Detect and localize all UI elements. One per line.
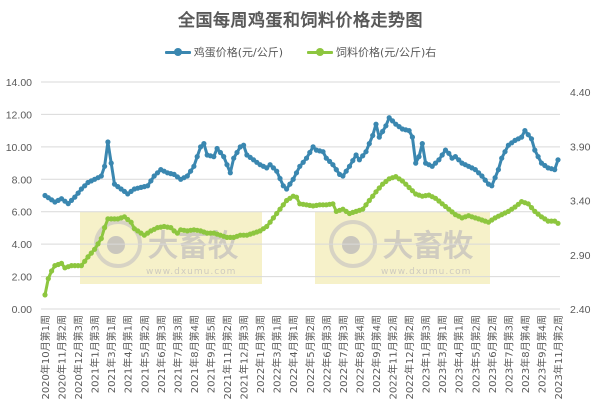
- svg-text:2021年7月第3周: 2021年7月第3周: [171, 315, 184, 393]
- svg-text:2022年12月第2周: 2022年12月第2周: [403, 315, 416, 400]
- svg-text:2022年7月第3周: 2022年7月第3周: [337, 315, 350, 393]
- svg-text:2023年9月第4周: 2023年9月第4周: [535, 315, 548, 393]
- svg-text:4.40: 4.40: [570, 87, 591, 99]
- svg-text:2021年6月第3周: 2021年6月第3周: [155, 315, 168, 393]
- svg-text:0.00: 0.00: [12, 304, 33, 316]
- svg-text:2.40: 2.40: [570, 304, 591, 316]
- svg-text:2022年8月第4周: 2022年8月第4周: [353, 315, 366, 393]
- feed-series-marker-icon: [307, 47, 333, 57]
- svg-text:10.00: 10.00: [6, 142, 32, 154]
- svg-text:2022年1月第3周: 2022年1月第3周: [254, 315, 267, 393]
- x-axis: 2020年10月第1周 2020年11月第2周 2020年12月第3周 2021年1月…: [39, 315, 565, 400]
- svg-text:8.00: 8.00: [12, 174, 33, 186]
- legend-label-egg: 鸡蛋价格(元/公斤): [193, 46, 283, 59]
- svg-text:2021年12月第3周: 2021年12月第3周: [238, 315, 251, 400]
- svg-text:12.00: 12.00: [6, 109, 32, 121]
- svg-text:大畜牧: 大畜牧: [148, 229, 239, 264]
- svg-text:2021年4月第1周: 2021年4月第1周: [122, 315, 135, 393]
- svg-text:2022年4月第1周: 2022年4月第1周: [287, 315, 300, 393]
- svg-text:2.90: 2.90: [570, 250, 591, 262]
- svg-text:14.00: 14.00: [6, 77, 32, 89]
- legend-item-feed[interactable]: 饲料价格(元/公斤)右: [307, 44, 436, 60]
- svg-text:2022年9月第4周: 2022年9月第4周: [370, 315, 383, 393]
- svg-text:2021年8月第4周: 2021年8月第4周: [188, 315, 201, 393]
- legend-item-egg[interactable]: 鸡蛋价格(元/公斤): [164, 44, 283, 60]
- svg-text:2023年11月第2周: 2023年11月第2周: [552, 315, 565, 400]
- svg-text:2021年1月第3周: 2021年1月第3周: [89, 315, 102, 393]
- svg-text:2020年10月第1周: 2020年10月第1周: [39, 315, 52, 400]
- svg-text:大畜牧: 大畜牧: [383, 229, 474, 264]
- chart-legend: 鸡蛋价格(元/公斤) 饲料价格(元/公斤)右: [0, 44, 601, 60]
- svg-text:2022年5月第2周: 2022年5月第2周: [304, 315, 317, 393]
- egg-series-marker-icon: [164, 47, 191, 57]
- chart-title: 全国每周鸡蛋和饲料价格走势图: [178, 11, 423, 31]
- svg-text:2023年1月第3周: 2023年1月第3周: [420, 315, 433, 393]
- svg-text:3.90: 3.90: [570, 141, 591, 153]
- svg-text:2021年9月第5周: 2021年9月第5周: [204, 315, 217, 393]
- svg-text:www.dxumu.com: www.dxumu.com: [381, 267, 471, 277]
- svg-text:2022年3月第1周: 2022年3月第1周: [271, 315, 284, 393]
- svg-text:2022年11月第2周: 2022年11月第2周: [387, 315, 400, 400]
- svg-text:2020年11月第2周: 2020年11月第2周: [56, 315, 69, 400]
- svg-text:6.00: 6.00: [12, 207, 33, 219]
- right-y-axis: 2.40 2.90 3.40 3.90 4.40: [570, 87, 591, 316]
- svg-text:2021年11月第2周: 2021年11月第2周: [221, 315, 234, 400]
- svg-text:2021年3月第1周: 2021年3月第1周: [105, 315, 118, 393]
- legend-label-feed: 饲料价格(元/公斤)右: [336, 46, 437, 59]
- svg-text:2023年8月第4周: 2023年8月第4周: [519, 315, 532, 393]
- svg-text:2021年5月第2周: 2021年5月第2周: [138, 315, 151, 393]
- svg-text:2023年6月第2周: 2023年6月第2周: [486, 315, 499, 393]
- svg-text:2023年4月第1周: 2023年4月第1周: [453, 315, 466, 393]
- svg-text:www.dxumu.com: www.dxumu.com: [146, 267, 236, 277]
- svg-text:2023年3月第1周: 2023年3月第1周: [436, 315, 449, 393]
- series-lines: [42, 115, 561, 298]
- svg-text:2022年6月第3周: 2022年6月第3周: [320, 315, 333, 393]
- svg-text:2.00: 2.00: [12, 272, 33, 284]
- svg-text:3.40: 3.40: [570, 196, 591, 208]
- svg-text:2023年5月第2周: 2023年5月第2周: [469, 315, 482, 393]
- feed-price-series: [42, 174, 561, 298]
- svg-text:4.00: 4.00: [12, 239, 33, 251]
- svg-text:2023年7月第3周: 2023年7月第3周: [502, 315, 515, 393]
- watermark: 大畜牧 www.dxumu.com 大畜牧 www.dxumu.com: [80, 212, 490, 284]
- gridlines: [41, 81, 560, 310]
- left-y-axis: 0.00 2.00 4.00 6.00 8.00 10.00 12.00 14.00: [6, 77, 32, 316]
- egg-price-series: [42, 115, 561, 207]
- svg-text:2020年12月第3周: 2020年12月第3周: [72, 315, 85, 400]
